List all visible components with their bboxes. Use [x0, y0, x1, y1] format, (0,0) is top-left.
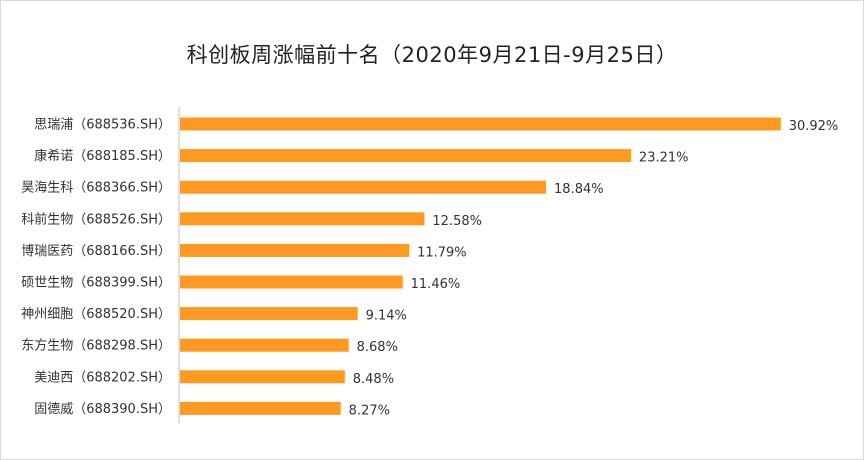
category-label: 固德威（688390.SH） — [34, 402, 171, 417]
chart-title: 科创板周涨幅前十名（2020年9月21日-9月25日） — [186, 43, 678, 67]
bar — [180, 338, 349, 352]
value-label: 9.14% — [366, 309, 407, 324]
bar — [180, 212, 425, 226]
value-label: 12.58% — [432, 214, 482, 229]
bar — [180, 370, 345, 384]
category-label: 康希诺（688185.SH） — [34, 148, 171, 164]
category-label: 硕世生物（688399.SH） — [21, 276, 171, 291]
category-label: 东方生物（688298.SH） — [21, 338, 171, 354]
value-label: 8.48% — [353, 372, 394, 387]
category-label: 美迪西（688202.SH） — [34, 370, 171, 385]
value-labels: 30.92% 23.21% 18.84% 12.58% 11.79% 11.46% 9.14… — [349, 119, 839, 418]
category-label: 博瑞医药（688166.SH） — [21, 244, 171, 259]
bars — [180, 117, 781, 415]
bar — [180, 401, 341, 415]
bar — [180, 149, 631, 163]
category-label: 思瑞浦（688536.SH） — [34, 118, 171, 133]
category-label: 神州细胞（688520.SH） — [21, 307, 171, 322]
value-label: 11.46% — [411, 277, 461, 292]
category-label: 科前生物（688526.SH） — [21, 211, 171, 227]
value-label: 11.79% — [417, 245, 467, 260]
value-label: 8.68% — [357, 340, 398, 355]
value-label: 23.21% — [639, 151, 689, 166]
category-label: 昊海生科（688366.SH） — [21, 181, 171, 196]
value-label: 30.92% — [789, 119, 839, 134]
bar — [180, 243, 410, 257]
bar — [180, 180, 547, 194]
bar — [180, 117, 781, 131]
bar — [180, 275, 403, 289]
category-labels: 思瑞浦（688536.SH） 康希诺（688185.SH） 昊海生科（688366.… — [21, 118, 171, 417]
value-label: 18.84% — [554, 182, 604, 197]
value-label: 8.27% — [349, 403, 390, 418]
bar — [180, 307, 358, 321]
